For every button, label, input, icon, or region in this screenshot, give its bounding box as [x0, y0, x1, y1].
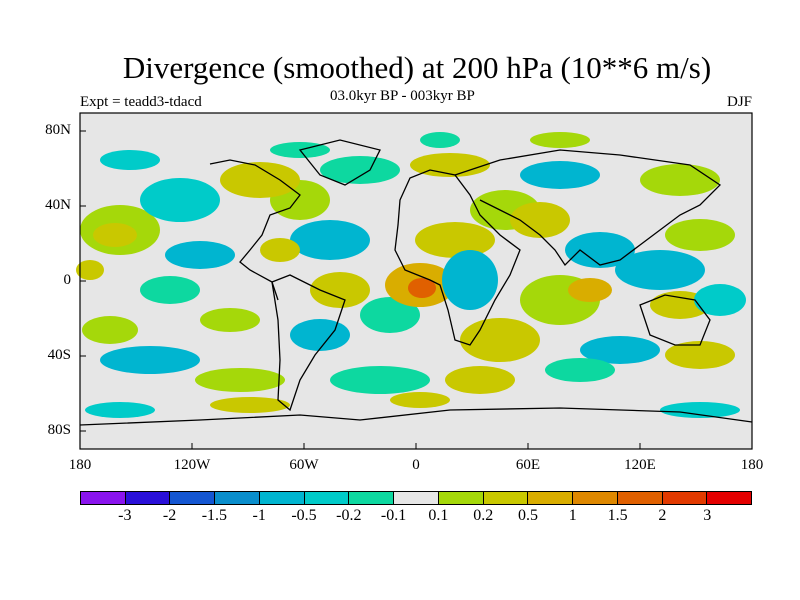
- divergence-blob: [310, 272, 370, 308]
- divergence-blob: [82, 316, 138, 344]
- divergence-blob: [665, 219, 735, 251]
- legend-label: -0.1: [380, 507, 407, 524]
- legend-label: -1.5: [201, 507, 228, 524]
- divergence-field: [76, 132, 746, 418]
- divergence-blob: [290, 220, 370, 260]
- legend-swatch: [259, 492, 305, 504]
- legend-label: 0.5: [518, 507, 538, 524]
- legend-label: 1.5: [607, 507, 628, 524]
- divergence-blob: [195, 368, 285, 392]
- season-label: DJF: [726, 94, 752, 110]
- divergence-blob: [330, 366, 430, 394]
- legend-swatch: [707, 492, 752, 504]
- divergence-blob: [530, 132, 590, 148]
- color-legend: [80, 491, 752, 505]
- divergence-blob: [360, 297, 420, 333]
- divergence-blob: [420, 132, 460, 148]
- divergence-blob: [165, 241, 235, 269]
- legend-label: -2: [162, 507, 177, 524]
- lon-tick-180w: 180: [68, 457, 92, 473]
- divergence-blob: [580, 336, 660, 364]
- lon-tick-120e: 120E: [624, 457, 656, 473]
- legend-label: -3: [118, 507, 132, 524]
- legend-swatch: [662, 492, 708, 504]
- divergence-blob: [660, 402, 740, 418]
- divergence-blob: [615, 250, 705, 290]
- divergence-blob: [100, 346, 200, 374]
- legend-label: 3: [703, 507, 712, 524]
- divergence-blob: [408, 278, 436, 298]
- legend-swatch: [438, 492, 484, 504]
- divergence-blob: [545, 358, 615, 382]
- divergence-blob: [76, 260, 104, 280]
- map-title: Divergence (smoothed) at 200 hPa (10**6 …: [122, 50, 712, 85]
- divergence-blob: [442, 250, 498, 310]
- legend-label: 0.2: [473, 507, 494, 524]
- divergence-blob: [290, 319, 350, 351]
- legend-swatch: [349, 492, 395, 504]
- divergence-blob: [415, 222, 495, 258]
- lon-tick-120w: 120W: [173, 457, 211, 473]
- lon-tick-60w: 60W: [289, 457, 319, 473]
- legend-label: 1: [568, 507, 577, 524]
- legend-swatch: [483, 492, 529, 504]
- legend-label: -0.5: [291, 507, 317, 524]
- divergence-blob: [140, 276, 200, 304]
- lat-tick-0: 0: [63, 272, 72, 288]
- divergence-blob: [640, 164, 720, 196]
- divergence-blob: [665, 341, 735, 369]
- divergence-blob: [140, 178, 220, 222]
- divergence-blob: [85, 402, 155, 418]
- legend-swatch: [215, 492, 260, 504]
- divergence-blob: [568, 278, 612, 302]
- divergence-blob: [320, 156, 400, 184]
- legend-label: 2: [658, 507, 667, 524]
- divergence-blob: [260, 238, 300, 262]
- legend-swatch: [125, 492, 171, 504]
- divergence-blob: [694, 284, 746, 316]
- coastlines: [79, 139, 753, 426]
- lon-tick-60e: 60E: [515, 457, 541, 473]
- divergence-blob: [100, 150, 160, 170]
- lat-tick-40s: 40S: [47, 347, 71, 363]
- divergence-blob: [200, 308, 260, 332]
- lon-tick-180e: 180: [740, 457, 764, 473]
- legend-label: -0.2: [336, 507, 362, 524]
- legend-swatch: [170, 492, 216, 504]
- divergence-blob: [520, 161, 600, 189]
- divergence-blob: [210, 397, 290, 413]
- legend-label: -1: [252, 507, 266, 524]
- experiment-label: Expt = teadd3-tdacd: [80, 94, 202, 110]
- divergence-blob: [565, 232, 635, 268]
- legend-swatch: [81, 492, 126, 504]
- divergence-blob: [390, 392, 450, 408]
- lat-tick-80n: 80N: [45, 122, 71, 138]
- divergence-blob: [220, 162, 300, 198]
- legend-swatch: [394, 492, 439, 504]
- axis-ticks: [79, 130, 753, 449]
- divergence-blob: [410, 153, 490, 177]
- legend-label: 0.1: [428, 507, 449, 524]
- legend-swatch: [528, 492, 574, 504]
- lat-tick-40n: 40N: [45, 197, 71, 213]
- divergence-blob: [445, 366, 515, 394]
- time-range-subtitle: 03.0kyr BP - 003kyr BP: [330, 88, 475, 104]
- lat-tick-80s: 80S: [47, 422, 71, 438]
- lon-tick-0: 0: [412, 457, 420, 473]
- divergence-blob: [93, 223, 137, 247]
- divergence-blob: [510, 202, 570, 238]
- legend-swatch: [617, 492, 663, 504]
- divergence-blob: [460, 318, 540, 362]
- legend-swatch: [573, 492, 618, 504]
- legend-swatch: [304, 492, 350, 504]
